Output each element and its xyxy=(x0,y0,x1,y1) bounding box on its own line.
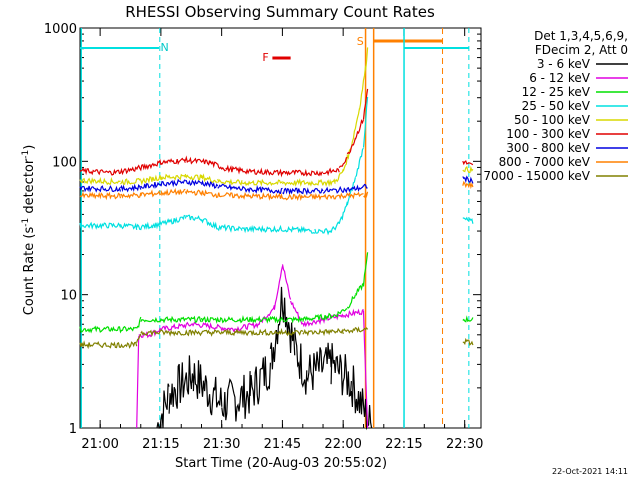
x-tick-label: 22:15 xyxy=(385,437,422,452)
x-tick-label: 21:45 xyxy=(264,437,301,452)
legend-entry-label: 100 - 300 keV xyxy=(506,127,590,141)
series-line xyxy=(79,326,474,350)
series-line xyxy=(79,175,474,196)
y-tick-label: 100 xyxy=(52,155,77,170)
legend-entry-label: 25 - 50 keV xyxy=(522,99,591,113)
annotation-label: S xyxy=(357,35,364,48)
x-tick-label: 22:30 xyxy=(446,437,483,452)
y-axis-label: Count Rate (s-1 detector-1) xyxy=(21,145,37,316)
legend-entry-label: 800 - 7000 keV xyxy=(499,155,591,169)
series-300-800-kev xyxy=(79,175,474,196)
date-stamp: 22-Oct-2021 14:11 xyxy=(552,467,628,476)
legend: Det 1,3,4,5,6,9,FDecim 2, Att 03 - 6 keV… xyxy=(483,29,628,183)
legend-entry-label: 7000 - 15000 keV xyxy=(483,169,590,183)
x-tick-label: 21:30 xyxy=(203,437,240,452)
series-50-100-kev xyxy=(79,47,474,188)
y-tick-label: 10 xyxy=(60,289,77,304)
chart-title: RHESSI Observing Summary Count Rates xyxy=(125,3,435,21)
x-tick-label: 22:00 xyxy=(324,437,361,452)
series-800-7000-kev xyxy=(79,180,474,202)
legend-header-line: FDecim 2, Att 0 xyxy=(535,43,628,57)
series-line xyxy=(79,180,474,202)
plot-frame xyxy=(79,27,482,429)
plot-area: 1 10 100 1000 21:00 21:15 21:30 21:45 22:00 22:15… xyxy=(44,22,484,452)
legend-entry-label: 3 - 6 keV xyxy=(537,57,591,71)
series-3-6-kev xyxy=(156,286,373,431)
series-line xyxy=(79,88,474,178)
x-tick-label: 21:15 xyxy=(142,437,179,452)
y-tick-label: 1000 xyxy=(44,22,77,37)
x-tick-label: 21:00 xyxy=(81,437,118,452)
annotation-label: F xyxy=(262,51,268,64)
x-axis-label: Start Time (20-Aug-03 20:55:02) xyxy=(175,456,387,471)
legend-entry-label: 300 - 800 keV xyxy=(506,141,590,155)
legend-entry-label: 12 - 25 keV xyxy=(522,85,591,99)
series-7000-15000-kev xyxy=(79,326,474,350)
legend-header-line: Det 1,3,4,5,6,9, xyxy=(534,29,628,43)
legend-entry-label: 6 - 12 keV xyxy=(529,71,591,85)
series-100-300-kev xyxy=(79,88,474,178)
series-line xyxy=(79,252,474,334)
series-line xyxy=(156,286,373,431)
series-12-25-kev xyxy=(79,252,474,334)
annotation-label: N xyxy=(161,41,169,54)
series-line xyxy=(79,47,474,188)
legend-entry-label: 50 - 100 keV xyxy=(514,113,591,127)
y-tick-label: 1 xyxy=(69,422,77,437)
